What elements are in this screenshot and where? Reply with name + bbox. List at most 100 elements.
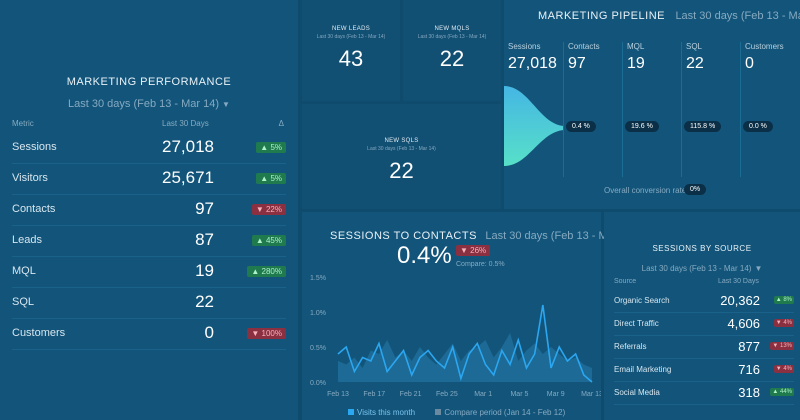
metric-label: SQL	[12, 296, 35, 308]
new-mqls-period: Last 30 days (Feb 13 - Mar 14)	[417, 34, 487, 40]
metric-label: Customers	[12, 327, 66, 339]
stage-value: 22	[686, 55, 704, 72]
stage-rate: 0.4 %	[566, 121, 596, 132]
metric-value: 0	[204, 323, 214, 342]
delta-badge: ▲ 5%	[256, 142, 286, 153]
new-sqls-panel: NEW SQLS Last 30 days (Feb 13 - Mar 14) …	[302, 104, 501, 209]
new-mqls-panel: NEW MQLS Last 30 days (Feb 13 - Mar 14) …	[403, 0, 501, 101]
new-mqls-title: NEW MQLS	[434, 26, 470, 32]
col-source: Source	[614, 278, 637, 285]
new-sqls-value: 22	[389, 158, 414, 183]
pipeline-stage: Contacts 97 0.4 %	[563, 42, 622, 177]
legend-compare-label: Compare period (Jan 14 - Feb 12)	[444, 408, 566, 417]
col-last-30-days: Last 30 Days	[718, 278, 759, 285]
stage-value: 19	[627, 55, 645, 72]
stage-label: Contacts	[568, 42, 600, 51]
stc-header: SESSIONS TO CONTACTS Last 30 days (Feb 1…	[330, 226, 647, 244]
table-row: Direct Traffic 4,606 ▼ 4%	[614, 312, 794, 336]
new-leads-value: 43	[338, 46, 364, 71]
table-row: Social Media 318 ▲ 44%	[614, 381, 794, 405]
source-label: Email Marketing	[614, 365, 672, 374]
x-tick-label: Feb 13	[327, 391, 349, 398]
metric-value: 97	[195, 199, 214, 218]
pipeline-stage: Sessions 27,018	[504, 42, 562, 177]
metric-label: Contacts	[12, 203, 56, 215]
source-label: Organic Search	[614, 296, 670, 305]
source-period-select[interactable]: Last 30 days (Feb 13 - Mar 14) ▼	[604, 258, 800, 276]
metric-label: Sessions	[12, 141, 57, 153]
legend-compare[interactable]: Compare period (Jan 14 - Feb 12)	[435, 408, 565, 417]
source-title: SESSIONS BY SOURCE	[652, 244, 752, 253]
source-value: 877	[738, 339, 760, 354]
source-label: Social Media	[614, 388, 660, 397]
overall-conversion-label: Overall conversion rate	[604, 186, 687, 195]
y-tick-label: 0.0%	[310, 380, 326, 387]
table-row: SQL 22	[12, 288, 286, 319]
performance-period-select[interactable]: Last 30 days (Feb 13 - Mar 14) ▼	[0, 94, 298, 112]
legend-current[interactable]: Visits this month	[348, 408, 415, 417]
source-label: Direct Traffic	[614, 319, 659, 328]
table-row: MQL 19 ▲ 280%	[12, 257, 286, 288]
metric-value: 25,671	[162, 168, 214, 187]
new-leads-period: Last 30 days (Feb 13 - Mar 14)	[316, 34, 386, 40]
table-row: Email Marketing 716 ▼ 4%	[614, 358, 794, 382]
pipeline-period-select[interactable]: Last 30 days (Feb 13 - Mar 14)▼	[675, 6, 800, 23]
stc-period: Last 30 days (Feb 13 - Mar 14)	[485, 230, 637, 242]
marketing-pipeline-panel: MARKETING PIPELINE Last 30 days (Feb 13 …	[504, 0, 800, 209]
delta-badge: ▼ 4%	[773, 365, 794, 373]
legend-current-label: Visits this month	[357, 408, 416, 417]
source-value: 4,606	[727, 316, 760, 331]
delta-badge: ▲ 45%	[251, 235, 286, 246]
new-sqls-title: NEW SQLS	[384, 138, 419, 144]
source-value: 716	[738, 362, 760, 377]
stage-value: 97	[568, 55, 586, 72]
table-row: Organic Search 20,362 ▲ 8%	[614, 289, 794, 313]
metric-value: 22	[195, 292, 214, 311]
x-tick-label: Feb 25	[436, 391, 458, 398]
funnel-shape	[504, 86, 564, 166]
y-tick-label: 1.5%	[310, 275, 326, 282]
delta-badge: ▲ 280%	[247, 266, 286, 277]
checkbox-icon	[348, 409, 354, 415]
table-row: Contacts 97 ▼ 22%	[12, 195, 286, 226]
delta-badge: ▼ 13%	[770, 342, 794, 350]
table-row: Sessions 27,018 ▲ 5%	[12, 133, 286, 164]
y-tick-label: 0.5%	[310, 345, 326, 352]
stc-title: SESSIONS TO CONTACTS	[330, 230, 477, 242]
metric-label: Leads	[12, 234, 42, 246]
x-tick-label: Mar 9	[547, 391, 565, 398]
source-header: Source Last 30 Days	[614, 278, 794, 285]
metric-value: 87	[195, 230, 214, 249]
current-series-line	[337, 304, 593, 383]
pipeline-title: MARKETING PIPELINE	[538, 10, 665, 22]
x-tick-label: Feb 21	[400, 391, 422, 398]
chevron-down-icon: ▼	[754, 264, 763, 273]
stage-label: Sessions	[508, 42, 541, 51]
x-tick-label: Feb 17	[363, 391, 385, 398]
new-leads-title: NEW LEADS	[331, 26, 371, 32]
metric-label: MQL	[12, 265, 36, 277]
stage-label: SQL	[686, 42, 703, 51]
checkbox-icon	[435, 409, 442, 415]
stc-value: 0.4%	[397, 242, 452, 269]
new-leads-panel: NEW LEADS Last 30 days (Feb 13 - Mar 14)…	[302, 0, 400, 101]
metric-value: 19	[195, 261, 214, 280]
stage-label: Customers	[745, 42, 784, 51]
y-tick-label: 1.0%	[310, 310, 326, 317]
source-label: Referrals	[614, 342, 647, 351]
table-row: Referrals 877 ▼ 13%	[614, 335, 794, 359]
stc-compare: Compare: 0.5%	[456, 261, 505, 268]
delta-badge: ▼ 22%	[251, 204, 286, 215]
stc-delta-badge: ▼ 26%	[456, 245, 491, 256]
chevron-down-icon: ▼	[222, 100, 230, 109]
pipeline-stage: MQL 19 19.6 %	[622, 42, 681, 177]
x-tick-label: Mar 13	[581, 391, 601, 398]
pipeline-period: Last 30 days (Feb 13 - Mar 14)	[675, 10, 800, 22]
new-mqls-value: 22	[439, 46, 465, 71]
delta-badge: ▲ 5%	[256, 173, 286, 184]
pipeline-stage: Customers 0 0.0 %	[740, 42, 799, 177]
stage-rate: 115.8 %	[684, 121, 722, 132]
metric-label: Visitors	[12, 172, 48, 184]
stage-value: 27,018	[508, 55, 557, 72]
stage-rate: 19.6 %	[625, 121, 659, 132]
